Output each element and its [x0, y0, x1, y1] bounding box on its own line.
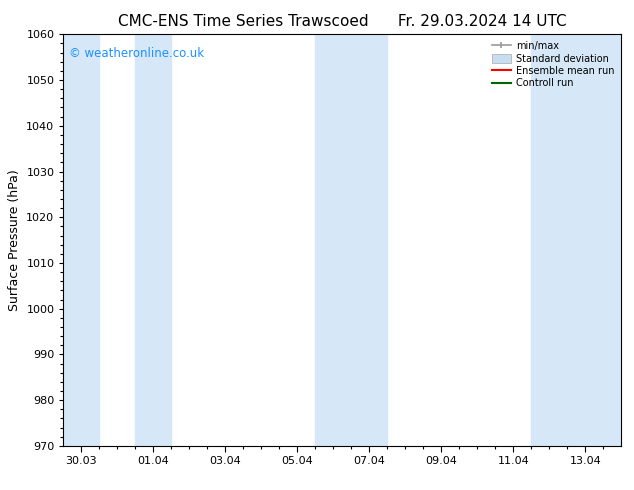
- Title: CMC-ENS Time Series Trawscoed      Fr. 29.03.2024 14 UTC: CMC-ENS Time Series Trawscoed Fr. 29.03.…: [118, 14, 567, 29]
- Bar: [315, 34, 387, 446]
- Bar: [63, 34, 100, 446]
- Y-axis label: Surface Pressure (hPa): Surface Pressure (hPa): [8, 169, 21, 311]
- Bar: [531, 34, 621, 446]
- Legend: min/max, Standard deviation, Ensemble mean run, Controll run: min/max, Standard deviation, Ensemble me…: [489, 39, 616, 90]
- Text: © weatheronline.co.uk: © weatheronline.co.uk: [69, 47, 204, 60]
- Bar: [136, 34, 171, 446]
